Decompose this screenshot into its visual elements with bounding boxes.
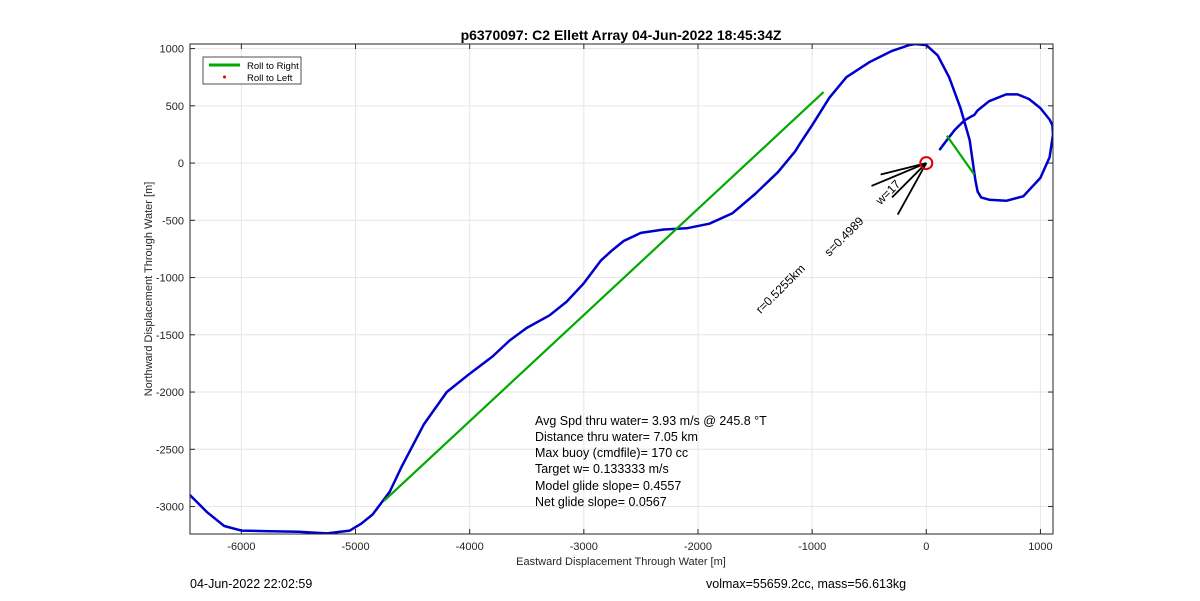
series-roll-right-segment bbox=[383, 91, 825, 502]
annotation-avg-speed: Avg Spd thru water= 3.93 m/s @ 245.8 °T bbox=[535, 414, 767, 428]
y-tick-label: 1000 bbox=[160, 44, 184, 56]
annotation-model-glide: Model glide slope= 0.4557 bbox=[535, 479, 681, 493]
annotation-net-glide: Net glide slope= 0.0567 bbox=[535, 495, 667, 509]
y-tick-label: -3000 bbox=[156, 502, 184, 514]
x-tick-label: 1000 bbox=[1028, 541, 1052, 553]
x-tick-label: -1000 bbox=[798, 541, 826, 553]
x-tick-label: 0 bbox=[923, 541, 929, 553]
y-tick-label: -2500 bbox=[156, 444, 184, 456]
legend: Roll to Right Roll to Left bbox=[202, 56, 302, 85]
x-tick-label: -5000 bbox=[341, 541, 369, 553]
y-tick-label: -1000 bbox=[156, 273, 184, 285]
annotation-max-buoy: Max buoy (cmdfile)= 170 cc bbox=[535, 446, 688, 460]
current-vector bbox=[896, 162, 928, 216]
footer-vol-mass: volmax=55659.2cc, mass=56.613kg bbox=[706, 577, 907, 591]
current-vector bbox=[871, 162, 927, 187]
current-vector bbox=[880, 162, 927, 176]
legend-label-roll-right: Roll to Right bbox=[247, 61, 299, 72]
series-roll-right-segment bbox=[945, 134, 976, 176]
legend-box bbox=[202, 56, 302, 85]
x-axis-label: Eastward Displacement Through Water [m] bbox=[516, 556, 726, 568]
x-tick-label: -6000 bbox=[227, 541, 255, 553]
x-tick-label: -4000 bbox=[456, 541, 484, 553]
chart-title: p6370097: C2 Ellett Array 04-Jun-2022 18… bbox=[461, 27, 782, 43]
plot-area bbox=[190, 44, 1053, 534]
y-tick-label: -1500 bbox=[156, 330, 184, 342]
series-track-line bbox=[190, 44, 1053, 534]
footer-timestamp: 04-Jun-2022 22:02:59 bbox=[190, 577, 313, 591]
y-axis-label: Northward Displacement Through Water [m] bbox=[143, 182, 155, 397]
annotation-target-w: Target w= 0.133333 m/s bbox=[535, 462, 669, 476]
y-tick-label: 500 bbox=[166, 101, 184, 113]
stats-annotation: Avg Spd thru water= 3.93 m/s @ 245.8 °T … bbox=[535, 414, 767, 509]
axis-ticks: -6000 -5000 -4000 -3000 -2000 -1000 0 1000-3000… bbox=[156, 44, 1053, 553]
y-tick-label: -2000 bbox=[156, 387, 184, 399]
legend-swatch-roll-left bbox=[223, 75, 226, 79]
x-tick-label: -2000 bbox=[684, 541, 712, 553]
legend-label-roll-left: Roll to Left bbox=[247, 73, 293, 84]
start-marker bbox=[919, 156, 934, 171]
y-tick-label: 0 bbox=[178, 158, 184, 170]
annotation-distance: Distance thru water= 7.05 km bbox=[535, 430, 698, 444]
y-tick-label: -500 bbox=[162, 215, 184, 227]
current-vector bbox=[891, 162, 927, 199]
plot-frame bbox=[189, 43, 1054, 535]
x-tick-label: -3000 bbox=[570, 541, 598, 553]
